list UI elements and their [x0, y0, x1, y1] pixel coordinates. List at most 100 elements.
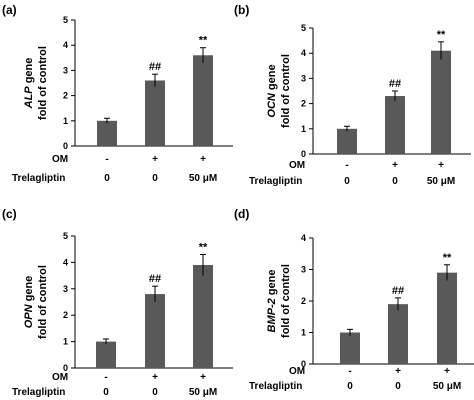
row-value: 50 μM	[189, 173, 217, 184]
y-tick-label: 2	[301, 99, 306, 109]
bar	[145, 80, 165, 146]
row-value: 0	[152, 387, 158, 398]
bar	[385, 96, 405, 154]
y-axis-gene-suffix: gene	[266, 270, 278, 299]
y-tick-label: 3	[63, 65, 68, 75]
row-value: -	[105, 154, 108, 165]
row-value: +	[395, 366, 401, 377]
row-value: +	[444, 366, 450, 377]
row-value: 0	[347, 381, 353, 392]
row-label-trelagliptin: Trelagliptin	[12, 173, 65, 184]
significance-label: ##	[149, 273, 161, 285]
panel-3: (c) 0 1 2 3 4 5 OPN gene fold of control ## ** OM - +…	[2, 207, 233, 398]
row-value: 0	[344, 176, 350, 187]
y-axis-gene-name: OPN	[23, 303, 35, 328]
row-value: -	[348, 366, 351, 377]
y-axis-gene-name: BMP-2	[266, 298, 278, 332]
y-axis-label-line1: BMP-2 gene	[266, 270, 278, 333]
y-tick-label: 3	[63, 284, 68, 294]
panel-1: (a) 0 1 2 3 4 5 ALP gene fold of control ## ** OM - +…	[2, 3, 233, 184]
bar	[97, 120, 117, 146]
panel-4: (d) 0 1 2 3 4 BMP-2 gene fold of control ## ** OM -…	[234, 207, 474, 392]
y-tick-label: 1	[63, 337, 68, 347]
significance-label: **	[443, 252, 452, 264]
y-axis-label-line2: fold of control	[37, 46, 49, 120]
row-value: 0	[395, 381, 401, 392]
row-label-om: OM	[52, 372, 68, 383]
y-tick-label: 0	[63, 141, 68, 151]
y-tick-label: 3	[301, 73, 306, 83]
bar	[193, 55, 213, 146]
row-value: +	[200, 372, 206, 383]
bar	[96, 341, 116, 368]
panel-label: (a)	[2, 3, 17, 17]
row-value: +	[152, 154, 158, 165]
row-label-om: OM	[289, 160, 305, 171]
row-value: 0	[392, 176, 398, 187]
row-label-om: OM	[52, 154, 68, 165]
row-label-trelagliptin: Trelagliptin	[12, 387, 65, 398]
significance-label: **	[199, 241, 208, 253]
y-tick-label: 5	[63, 231, 68, 241]
bar	[431, 50, 451, 154]
row-value: 0	[103, 387, 109, 398]
y-tick-label: 1	[301, 124, 306, 134]
y-tick-label: 4	[301, 48, 306, 58]
y-tick-label: 3	[301, 265, 306, 275]
y-axis-label-line1: OCN gene	[266, 64, 278, 117]
bar	[340, 332, 360, 364]
significance-label: **	[199, 35, 208, 47]
row-value: 50 μM	[189, 387, 217, 398]
y-tick-label: 4	[301, 233, 306, 243]
row-value: -	[104, 372, 107, 383]
y-tick-label: 5	[63, 15, 68, 25]
bar	[145, 294, 165, 368]
y-axis-label-line2: fold of control	[280, 54, 292, 128]
row-value: 0	[152, 173, 158, 184]
y-tick-label: 1	[63, 116, 68, 126]
row-value: 50 μM	[433, 381, 461, 392]
y-axis-gene-name: ALP	[23, 86, 35, 110]
significance-label: **	[437, 29, 446, 41]
row-label-om: OM	[289, 366, 305, 377]
y-axis-label-line2: fold of control	[37, 265, 49, 339]
y-tick-label: 2	[301, 296, 306, 306]
y-axis-label-line1: OPN gene	[23, 276, 35, 329]
bar	[437, 272, 457, 364]
panel-2: (b) 0 1 2 3 4 5 OCN gene fold of control ## ** OM - +…	[234, 3, 471, 187]
y-axis-gene-suffix: gene	[23, 276, 35, 305]
y-axis-label-line1: ALP gene	[23, 58, 35, 110]
y-tick-label: 2	[63, 310, 68, 320]
significance-label: ##	[149, 61, 161, 73]
y-tick-label: 0	[63, 363, 68, 373]
y-axis-gene-name: OCN	[266, 92, 278, 118]
row-value: +	[392, 160, 398, 171]
y-tick-label: 0	[301, 359, 306, 369]
bar	[337, 128, 357, 154]
row-value: 50 μM	[427, 176, 455, 187]
row-value: -	[345, 160, 348, 171]
y-tick-label: 5	[301, 23, 306, 33]
row-label-trelagliptin: Trelagliptin	[249, 381, 302, 392]
y-tick-label: 4	[63, 40, 68, 50]
row-value: +	[200, 154, 206, 165]
significance-label: ##	[392, 285, 404, 297]
y-axis-label-line2: fold of control	[280, 264, 292, 338]
bar	[193, 265, 213, 368]
y-tick-label: 2	[63, 91, 68, 101]
significance-label: ##	[389, 78, 401, 90]
y-tick-label: 0	[301, 149, 306, 159]
panel-label: (b)	[234, 3, 249, 17]
y-axis-gene-suffix: gene	[23, 58, 35, 87]
panel-label: (d)	[234, 207, 249, 221]
row-value: 0	[104, 173, 110, 184]
panel-label: (c)	[2, 207, 17, 221]
y-tick-label: 4	[63, 257, 68, 267]
y-axis-gene-suffix: gene	[266, 64, 278, 93]
row-label-trelagliptin: Trelagliptin	[249, 176, 302, 187]
bar	[388, 304, 408, 364]
row-value: +	[152, 372, 158, 383]
row-value: +	[438, 160, 444, 171]
y-tick-label: 1	[301, 328, 306, 338]
